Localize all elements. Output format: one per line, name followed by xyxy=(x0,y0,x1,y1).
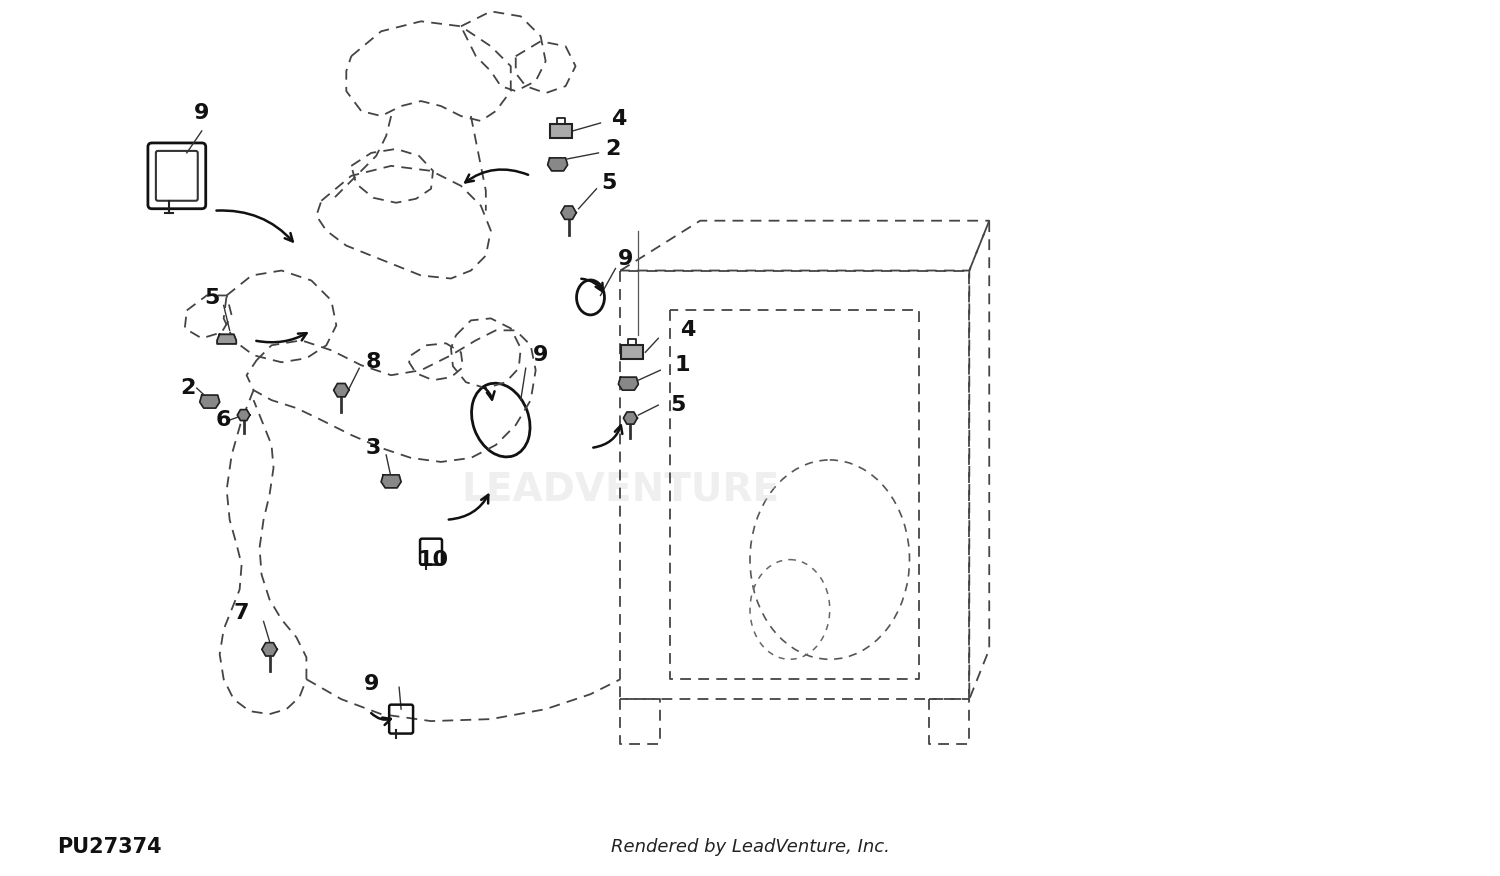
Text: 6: 6 xyxy=(216,410,231,430)
Text: 4: 4 xyxy=(681,321,696,341)
Polygon shape xyxy=(548,158,567,171)
Text: 10: 10 xyxy=(417,549,448,569)
Polygon shape xyxy=(237,410,250,420)
Text: 1: 1 xyxy=(675,356,690,375)
Bar xyxy=(549,124,572,138)
Text: 5: 5 xyxy=(204,288,219,308)
Bar xyxy=(621,345,644,359)
Text: 8: 8 xyxy=(366,352,381,372)
Text: 5: 5 xyxy=(602,173,616,193)
Text: Rendered by LeadVenture, Inc.: Rendered by LeadVenture, Inc. xyxy=(610,837,890,856)
Text: 4: 4 xyxy=(610,109,626,129)
Polygon shape xyxy=(333,384,350,397)
Text: 9: 9 xyxy=(618,249,633,269)
Text: PU27374: PU27374 xyxy=(57,837,162,857)
Text: 9: 9 xyxy=(363,675,380,694)
Polygon shape xyxy=(381,475,400,488)
Text: 7: 7 xyxy=(234,604,249,624)
Text: 3: 3 xyxy=(366,438,381,458)
Text: 5: 5 xyxy=(670,395,686,415)
Text: 9: 9 xyxy=(194,103,210,123)
Text: LEADVENTURE: LEADVENTURE xyxy=(462,470,780,509)
Polygon shape xyxy=(618,378,639,390)
Text: 9: 9 xyxy=(532,345,549,365)
Polygon shape xyxy=(561,206,576,219)
Polygon shape xyxy=(217,335,236,344)
Text: 2: 2 xyxy=(180,378,195,399)
Polygon shape xyxy=(200,395,219,408)
Text: 2: 2 xyxy=(604,139,619,159)
Polygon shape xyxy=(624,412,638,424)
Polygon shape xyxy=(262,643,278,656)
